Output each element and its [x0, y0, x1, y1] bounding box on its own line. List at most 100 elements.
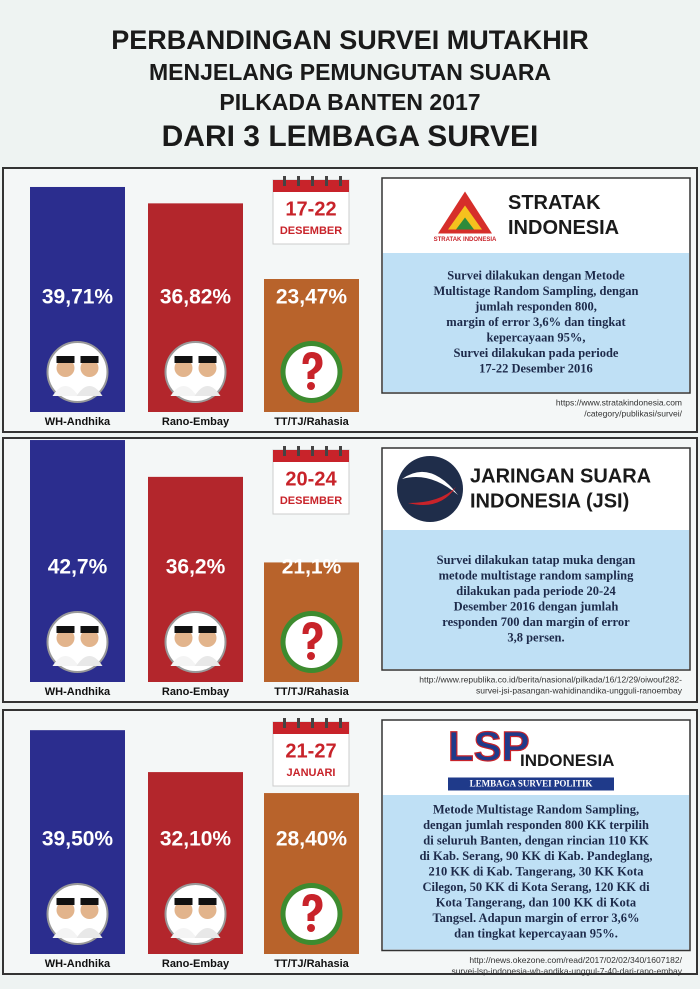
face: [174, 901, 193, 919]
value-label: 21,1%: [282, 556, 342, 579]
cap: [56, 626, 75, 633]
title-line: PERBANDINGAN SURVEI MUTAKHIR: [111, 25, 589, 55]
body: [76, 386, 103, 396]
description-line: dan tingkat kepercayaan 95%.: [454, 927, 618, 941]
body: [52, 386, 79, 396]
body: [194, 928, 221, 938]
cap: [174, 356, 193, 363]
face: [80, 629, 99, 647]
body: [194, 656, 221, 666]
description-box: [383, 795, 689, 950]
cap: [174, 626, 193, 633]
source-url: survei-lsp-indonesia-wh-andika-unggul-7-…: [451, 966, 682, 976]
description-box: [383, 253, 689, 392]
value-label: 39,71%: [42, 286, 114, 309]
source-url: http://www.republika.co.id/berita/nasion…: [419, 674, 682, 684]
logo-name: INDONESIA (JSI): [470, 490, 629, 512]
source-url: /category/publikasi/survei/: [584, 408, 682, 418]
calendar-ring: [325, 176, 328, 186]
logo-name: STRATAK: [508, 192, 601, 214]
logo-swoosh-red: [408, 487, 456, 505]
face: [174, 629, 193, 647]
date-month: DESEMBER: [280, 495, 342, 507]
face: [198, 359, 217, 377]
category-label: Rano-Embay: [162, 958, 230, 970]
calendar-ring: [325, 718, 328, 728]
calendar-ring: [283, 176, 286, 186]
calendar-ring: [339, 446, 342, 456]
calendar-ring: [311, 446, 314, 456]
cap: [56, 356, 75, 363]
description-line: Cilegon, 50 KK di Kota Serang, 120 KK di: [422, 880, 650, 894]
description-line: Survei dilakukan pada periode: [454, 346, 619, 360]
cap: [198, 626, 217, 633]
logo-caption-bar: [448, 777, 614, 791]
description-line: 3,8 persen.: [507, 631, 564, 645]
logo-caption: LEMBAGA SURVEI POLITIK: [470, 779, 593, 789]
face: [198, 901, 217, 919]
description-line: Multistage Random Sampling, dengan: [434, 284, 639, 298]
question-dot: [307, 652, 315, 660]
cap: [174, 898, 193, 905]
face: [56, 629, 75, 647]
description-line: Survei dilakukan tatap muka dengan: [437, 553, 636, 567]
calendar-ring: [311, 718, 314, 728]
question-icon: [302, 622, 323, 649]
calendar-ring: [325, 446, 328, 456]
cap: [56, 898, 75, 905]
value-label: 36,2%: [166, 556, 226, 579]
logo-caption: STRATAK INDONESIA: [434, 237, 497, 243]
title-line: PILKADA BANTEN 2017: [219, 89, 480, 115]
description-line: 210 KK di Kab. Tangerang, 30 KK Kota: [429, 865, 645, 879]
category-label: WH-Andhika: [45, 958, 111, 970]
calendar-ring: [283, 718, 286, 728]
cap: [80, 626, 99, 633]
logo-circle: [397, 456, 463, 522]
date-range: 21-27: [285, 740, 336, 762]
face: [80, 359, 99, 377]
description-line: 17-22 Desember 2016: [479, 361, 593, 375]
description-line: dengan jumlah responden 800 KK terpilih: [423, 818, 649, 832]
calendar-ring: [297, 176, 300, 186]
face: [56, 359, 75, 377]
description-line: Tangsel. Adapun margin of error 3,6%: [432, 911, 639, 925]
description-line: margin of error 3,6% dan tingkat: [446, 315, 626, 329]
body: [194, 386, 221, 396]
calendar-ring: [283, 446, 286, 456]
title-line: DARI 3 LEMBAGA SURVEI: [162, 120, 539, 153]
date-month: DESEMBER: [280, 225, 342, 237]
cap: [80, 898, 99, 905]
description-box: [383, 530, 689, 669]
value-label: 42,7%: [48, 556, 108, 579]
question-dot: [307, 924, 315, 932]
source-url: survei-jsi-pasangan-wahidinandika-unggul…: [476, 685, 683, 695]
logo-name: INDONESIA: [508, 217, 619, 239]
value-label: 32,10%: [160, 828, 232, 851]
date-month: JANUARI: [287, 767, 336, 779]
source-url: https://www.stratakindonesia.com: [556, 397, 682, 407]
category-label: Rano-Embay: [162, 416, 230, 428]
category-label: WH-Andhika: [45, 686, 111, 698]
value-label: 36,82%: [160, 286, 232, 309]
description-line: di Kab. Serang, 90 KK di Kab. Pandeglang…: [419, 849, 652, 863]
cap: [198, 356, 217, 363]
logo-name: INDONESIA: [520, 751, 614, 770]
title-line: MENJELANG PEMUNGUTAN SUARA: [149, 59, 551, 85]
body: [52, 928, 79, 938]
body: [170, 386, 197, 396]
description-line: responden 700 dan margin of error: [442, 615, 630, 629]
logo-swoosh: [402, 471, 458, 495]
cap: [198, 898, 217, 905]
face: [174, 359, 193, 377]
logo-name: JARINGAN SUARA: [470, 465, 651, 487]
body: [76, 656, 103, 666]
description-line: Desember 2016 dengan jumlah: [454, 600, 619, 614]
description-line: Survei dilakukan dengan Metode: [447, 268, 625, 282]
description-line: jumlah responden 800,: [474, 299, 597, 313]
cap: [80, 356, 99, 363]
description-line: kepercayaan 95%,: [486, 330, 585, 344]
question-icon: [302, 894, 323, 921]
body: [170, 928, 197, 938]
face: [198, 629, 217, 647]
value-label: 39,50%: [42, 828, 114, 851]
